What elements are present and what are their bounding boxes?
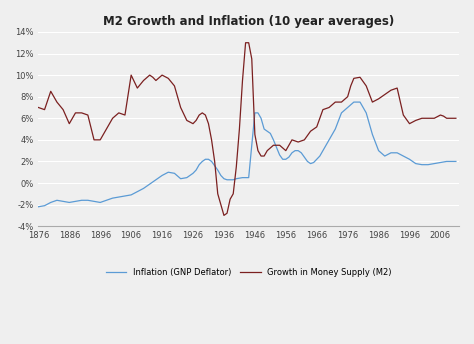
Growth in Money Supply (M2) xyxy=(379,95,384,99)
Growth in Money Supply (M2) xyxy=(85,113,91,117)
Growth in Money Supply (M2) xyxy=(196,113,202,117)
Growth in Money Supply (M2) xyxy=(435,115,440,119)
Inflation (GNP Deflator) xyxy=(351,100,356,104)
Inflation (GNP Deflator) xyxy=(431,162,437,166)
Inflation (GNP Deflator) xyxy=(453,159,459,163)
Line: Growth in Money Supply (M2): Growth in Money Supply (M2) xyxy=(38,43,456,215)
Growth in Money Supply (M2) xyxy=(453,116,459,120)
Growth in Money Supply (M2) xyxy=(382,93,388,97)
Inflation (GNP Deflator) xyxy=(85,198,91,202)
Growth in Money Supply (M2) xyxy=(36,105,41,109)
Legend: Inflation (GNP Deflator), Growth in Money Supply (M2): Inflation (GNP Deflator), Growth in Mone… xyxy=(102,265,395,280)
Inflation (GNP Deflator) xyxy=(196,163,202,167)
Inflation (GNP Deflator) xyxy=(382,154,388,158)
Line: Inflation (GNP Deflator): Inflation (GNP Deflator) xyxy=(38,102,456,207)
Inflation (GNP Deflator) xyxy=(376,149,382,153)
Growth in Money Supply (M2) xyxy=(385,90,391,95)
Title: M2 Growth and Inflation (10 year averages): M2 Growth and Inflation (10 year average… xyxy=(103,15,394,28)
Inflation (GNP Deflator) xyxy=(36,205,41,209)
Inflation (GNP Deflator) xyxy=(379,151,384,155)
Growth in Money Supply (M2) xyxy=(221,213,227,217)
Growth in Money Supply (M2) xyxy=(243,41,248,45)
